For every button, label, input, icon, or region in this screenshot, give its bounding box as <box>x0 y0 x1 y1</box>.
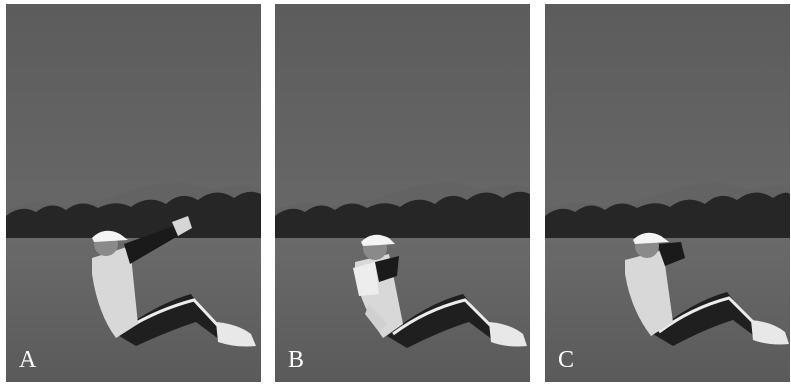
photo-panel-b: B <box>275 4 530 382</box>
photo-panel-c: C <box>545 4 790 382</box>
photo-a-image <box>6 4 261 382</box>
photo-b-image <box>275 4 530 382</box>
panel-label-a: A <box>19 348 36 372</box>
panel-label-c: C <box>558 348 574 372</box>
photo-panel-a: A <box>6 4 261 382</box>
panel-label-b: B <box>288 348 304 372</box>
photo-c-image <box>545 4 790 382</box>
